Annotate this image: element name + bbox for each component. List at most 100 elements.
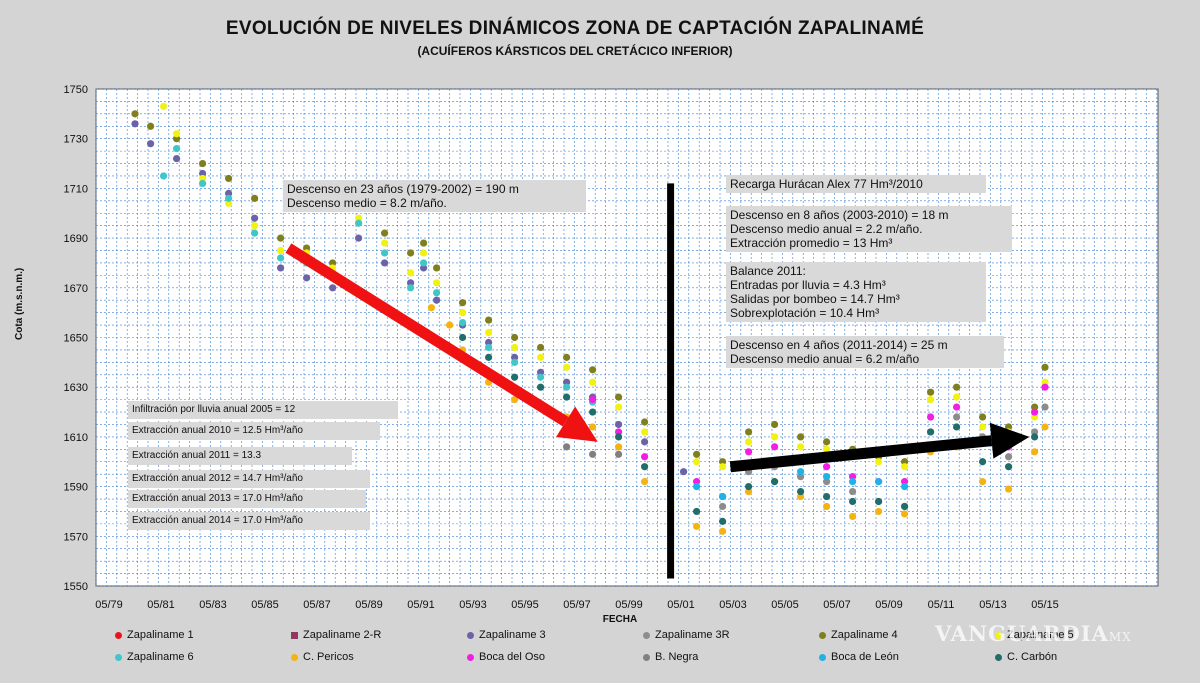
data-point xyxy=(459,309,467,317)
y-tick-label: 1550 xyxy=(64,581,88,593)
annotation-descenso-8: Descenso en 8 años (2003-2010) = 18 m De… xyxy=(726,206,1012,252)
data-point xyxy=(849,478,857,486)
legend-marker xyxy=(467,653,474,661)
data-point xyxy=(485,328,493,337)
data-point xyxy=(901,502,909,511)
data-point xyxy=(563,353,571,361)
data-point xyxy=(251,229,259,237)
data-point xyxy=(160,172,168,180)
data-point xyxy=(1031,403,1039,411)
data-point xyxy=(251,214,259,222)
legend-item: C. Pericos xyxy=(291,651,354,663)
data-point xyxy=(407,269,415,277)
legend-label: B. Negra xyxy=(655,651,699,663)
trend-arrow-shaft xyxy=(285,243,569,427)
data-point xyxy=(849,473,857,481)
data-point xyxy=(641,418,649,426)
data-point xyxy=(420,264,428,272)
data-point xyxy=(693,458,701,466)
data-point xyxy=(589,366,597,374)
data-point xyxy=(173,130,181,138)
legend-marker xyxy=(115,653,122,661)
data-point xyxy=(771,478,779,486)
data-point xyxy=(381,249,389,257)
data-point xyxy=(251,194,259,202)
x-tick-label: 05/83 xyxy=(199,599,227,611)
legend-item: B. Negra xyxy=(643,651,698,663)
data-point xyxy=(641,478,649,486)
annotation-balance-2011: Balance 2011: Entradas por lluvia = 4.3 … xyxy=(726,262,986,322)
data-point xyxy=(251,222,259,230)
data-point xyxy=(381,239,389,247)
data-point xyxy=(797,468,805,476)
data-point xyxy=(875,507,883,516)
data-point xyxy=(510,333,519,342)
data-point xyxy=(225,174,233,183)
watermark-suffix: MX xyxy=(1108,630,1132,644)
data-point xyxy=(849,512,857,521)
data-point xyxy=(407,249,415,257)
data-point xyxy=(615,393,623,401)
data-point xyxy=(485,343,493,352)
chart-title: EVOLUCIÓN DE NIVELES DINÁMICOS ZONA DE C… xyxy=(225,18,925,39)
data-point xyxy=(797,473,805,481)
legend-item: Zapaliname 3R xyxy=(643,629,730,641)
data-point xyxy=(173,135,181,143)
data-point xyxy=(537,373,545,381)
x-tick-label: 05/15 xyxy=(1031,599,1059,611)
x-tick-label: 05/91 xyxy=(407,599,435,611)
data-point xyxy=(979,413,987,421)
y-tick-label: 1730 xyxy=(64,134,88,146)
legend-item: Zapaliname 6 xyxy=(115,651,194,663)
data-point xyxy=(173,145,181,153)
data-point xyxy=(510,353,519,361)
data-point xyxy=(719,517,727,525)
x-tick-label: 05/97 xyxy=(563,599,591,611)
data-point xyxy=(563,443,571,451)
x-tick-label: 05/93 xyxy=(459,599,487,611)
annotation-extraccion-2013: Extracción anual 2013 = 17.0 Hm³/año xyxy=(128,490,366,508)
legend-label: Zapaliname 2-R xyxy=(303,629,382,641)
data-point xyxy=(329,259,337,267)
data-point xyxy=(277,264,285,272)
x-tick-label: 05/13 xyxy=(979,599,1007,611)
x-tick-label: 05/95 xyxy=(511,599,539,611)
legend-marker xyxy=(819,653,826,661)
x-tick-label: 05/03 xyxy=(719,599,747,611)
x-tick-label: 05/89 xyxy=(355,599,383,611)
data-point xyxy=(927,396,935,404)
data-point xyxy=(1041,363,1049,371)
data-point xyxy=(329,284,337,292)
annotation-infiltracion-2005: Infiltración por lluvia anual 2005 = 12 xyxy=(128,401,398,419)
legend-item: Boca de León xyxy=(819,651,899,663)
data-point xyxy=(199,169,207,178)
data-point xyxy=(901,478,909,486)
data-point xyxy=(1041,378,1049,386)
y-tick-label: 1570 xyxy=(64,531,88,543)
legend-marker xyxy=(643,653,650,661)
data-point xyxy=(797,487,805,496)
data-point xyxy=(823,473,831,481)
data-point xyxy=(693,507,701,516)
data-point xyxy=(355,214,363,222)
legend-item: Zapaliname 1 xyxy=(115,629,194,641)
x-tick-label: 05/79 xyxy=(95,599,123,611)
data-point xyxy=(1031,448,1039,456)
x-tick-label: 05/07 xyxy=(823,599,851,611)
annotation-extraccion-2010: Extracción anual 2010 = 12.5 Hm³/año xyxy=(128,422,380,440)
data-point xyxy=(199,179,207,188)
annotation-extraccion-2014: Extracción anual 2014 = 17.0 Hm³/año xyxy=(128,512,370,530)
data-point xyxy=(797,433,805,441)
data-point xyxy=(459,333,467,342)
data-point xyxy=(537,343,545,352)
data-point xyxy=(693,450,701,458)
data-point xyxy=(849,487,857,496)
y-tick-label: 1650 xyxy=(64,333,88,345)
data-point xyxy=(615,403,623,411)
trend-arrow-head xyxy=(989,422,1030,459)
legend-marker xyxy=(291,653,298,661)
legend-item: Boca del Oso xyxy=(467,651,545,663)
data-point xyxy=(953,423,961,431)
data-point xyxy=(1041,423,1049,431)
